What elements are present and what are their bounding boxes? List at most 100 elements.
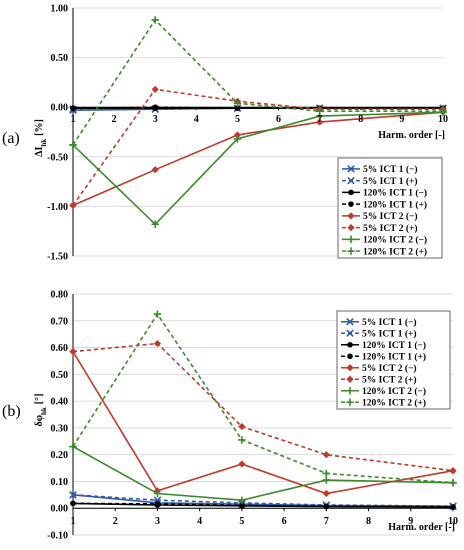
- data-point-b-7-2: [238, 436, 246, 444]
- data-point-b-5-4: [449, 467, 457, 475]
- x-tick-label-a-7: 8: [358, 114, 363, 125]
- legend-marker-b-0: [346, 317, 354, 326]
- legend-box-b: [336, 310, 451, 410]
- y-tick-label-b-4: 0.40: [51, 397, 69, 408]
- x-tick-label-b-5: 6: [282, 516, 287, 527]
- data-point-b-5-0: [69, 347, 77, 356]
- data-point-b-7-0: [69, 442, 77, 451]
- data-point-a-7-4: [439, 107, 447, 115]
- y-tick-label-a-1: 0.50: [51, 53, 69, 64]
- legend-entry-a-4: 5% ICT 2 (−): [342, 211, 418, 222]
- data-point-b-5-2: [238, 422, 246, 431]
- y-tick-label-b-1: 0.70: [51, 316, 69, 327]
- x-axis-label-a: Harm. order [-]: [378, 130, 445, 141]
- x-tick-label-a-9: 10: [438, 114, 448, 125]
- x-tick-label-a-1: 2: [112, 114, 117, 125]
- legend-entry-a-1: 5% ICT 1 (+): [342, 176, 418, 187]
- data-point-a-6-1: [151, 220, 159, 228]
- y-axis-label-a: ΔIhk [%]: [34, 119, 48, 157]
- legend-marker-b-4: [346, 364, 354, 372]
- y-tick-label-b-2: 0.60: [51, 343, 69, 354]
- x-tick-label-b-1: 2: [113, 516, 118, 527]
- data-point-b-6-2: [238, 496, 246, 504]
- series-a: [69, 16, 447, 228]
- data-point-a-6-2: [233, 135, 242, 143]
- legend-label-b-0: 5% ICT 1 (−): [362, 317, 417, 328]
- y-tick-label-a-4: -1.00: [47, 202, 68, 213]
- legend-label-a-6: 120% ICT 2 (−): [363, 235, 427, 246]
- legend-marker-b-1: [346, 329, 354, 338]
- panel-label-b: (b): [2, 403, 21, 420]
- legend-label-a-4: 5% ICT 2 (−): [363, 211, 418, 222]
- legend-marker-a-4: [347, 212, 355, 220]
- legend-label-b-2: 120% ICT 1 (−): [362, 340, 426, 351]
- legend-marker-b-7: [346, 398, 354, 406]
- legend-entry-b-2: 120% ICT 1 (−): [341, 340, 426, 351]
- legend-box-a: [337, 157, 443, 259]
- y-tick-label-b-9: -0.10: [47, 531, 68, 542]
- y-axis-label-sub-a: hk: [40, 139, 48, 147]
- y-axis-label-unit-a: [%]: [34, 119, 45, 136]
- legend-entry-b-3: 120% ICT 1 (+): [341, 352, 426, 363]
- y-tick-label-a-2: 0.00: [51, 103, 69, 114]
- legend-label-b-7: 120% ICT 2 (+): [362, 398, 426, 409]
- legend-entry-a-3: 120% ICT 1 (+): [342, 199, 427, 210]
- data-point-a-5-0: [69, 201, 77, 210]
- x-tick-label-a-3: 4: [194, 114, 199, 125]
- y-axis-label-b: δφhk [°]: [34, 394, 48, 427]
- series-b-7: [69, 310, 457, 487]
- x-tick-label-b-4: 5: [239, 516, 244, 527]
- data-point-b-3-1: [154, 501, 161, 507]
- legend-entry-a-2: 120% ICT 1 (−): [342, 188, 427, 199]
- y-tick-label-b-3: 0.50: [51, 370, 69, 381]
- x-tick-label-b-3: 4: [197, 516, 202, 527]
- data-point-a-4-1: [151, 166, 159, 174]
- data-point-b-3-3: [323, 503, 330, 510]
- series-b-5: [69, 339, 457, 475]
- legend-entry-a-7: 120% ICT 2 (+): [342, 246, 427, 257]
- x-tick-label-a-6: 7: [317, 114, 322, 125]
- legend-label-a-1: 5% ICT 1 (+): [363, 176, 418, 187]
- data-point-b-7-4: [449, 479, 457, 487]
- data-point-b-7-1: [153, 310, 162, 318]
- data-point-a-4-3: [316, 118, 324, 126]
- data-point-a-4-2: [233, 131, 242, 139]
- legend-entry-b-5: 5% ICT 2 (+): [341, 375, 417, 386]
- legend-a: 5% ICT 1 (−)5% ICT 1 (+)120% ICT 1 (−)12…: [337, 157, 443, 259]
- legend-label-a-2: 120% ICT 1 (−): [363, 188, 427, 199]
- x-tick-label-a-5: 6: [276, 114, 281, 125]
- data-point-a-7-3: [315, 107, 324, 115]
- y-tick-label-a-0: 1.00: [51, 4, 69, 15]
- series-b: [69, 310, 457, 511]
- panel-label-a: (a): [2, 130, 20, 147]
- panel-b: (b) δφhk [°] 0.80 0.70 0.60 0.50 0.40 0.30 0.20…: [2, 290, 458, 542]
- data-point-b-5-1: [153, 339, 162, 348]
- x-tick-label-b-2: 3: [155, 516, 160, 527]
- data-point-a-3-1: [152, 104, 159, 110]
- legend-label-a-3: 120% ICT 1 (+): [363, 199, 427, 210]
- legend-marker-a-0: [347, 165, 355, 173]
- ticks-a: 1.00 0.50 0.00 -0.50 -1.00 -1.50 1 2 3 4 5 6 7 8 9 10: [47, 4, 448, 263]
- legend-marker-a-5: [347, 224, 355, 232]
- x-tick-label-b-6: 7: [324, 516, 329, 527]
- data-point-a-3-0: [70, 105, 76, 111]
- data-point-a-7-1: [151, 16, 159, 24]
- data-point-b-6-1: [153, 489, 162, 498]
- data-point-a-5-1: [151, 85, 159, 93]
- y-axis-label-sub-b: hk: [40, 407, 48, 415]
- data-point-b-6-3: [322, 476, 331, 484]
- legend-label-b-5: 5% ICT 2 (+): [362, 375, 417, 386]
- legend-entry-b-0: 5% ICT 1 (−): [341, 317, 417, 328]
- legend-marker-a-6: [347, 235, 355, 244]
- data-point-b-3-4: [450, 504, 456, 510]
- y-axis-label-main-a: ΔI: [34, 147, 45, 157]
- y-tick-label-b-6: 0.20: [51, 450, 69, 461]
- data-point-a-7-0: [69, 141, 77, 149]
- ticks-b: 0.80 0.70 0.60 0.50 0.40 0.30 0.20 0.10 0.00 -0.1…: [47, 290, 458, 542]
- series-b-3: [70, 500, 456, 510]
- x-tick-label-b-8: 9: [408, 516, 413, 527]
- x-tick-label-b-9: 10: [448, 516, 458, 527]
- x-axis-label-b: Harm. order [-]: [388, 522, 455, 533]
- x-tick-label-a-8: 9: [399, 114, 404, 125]
